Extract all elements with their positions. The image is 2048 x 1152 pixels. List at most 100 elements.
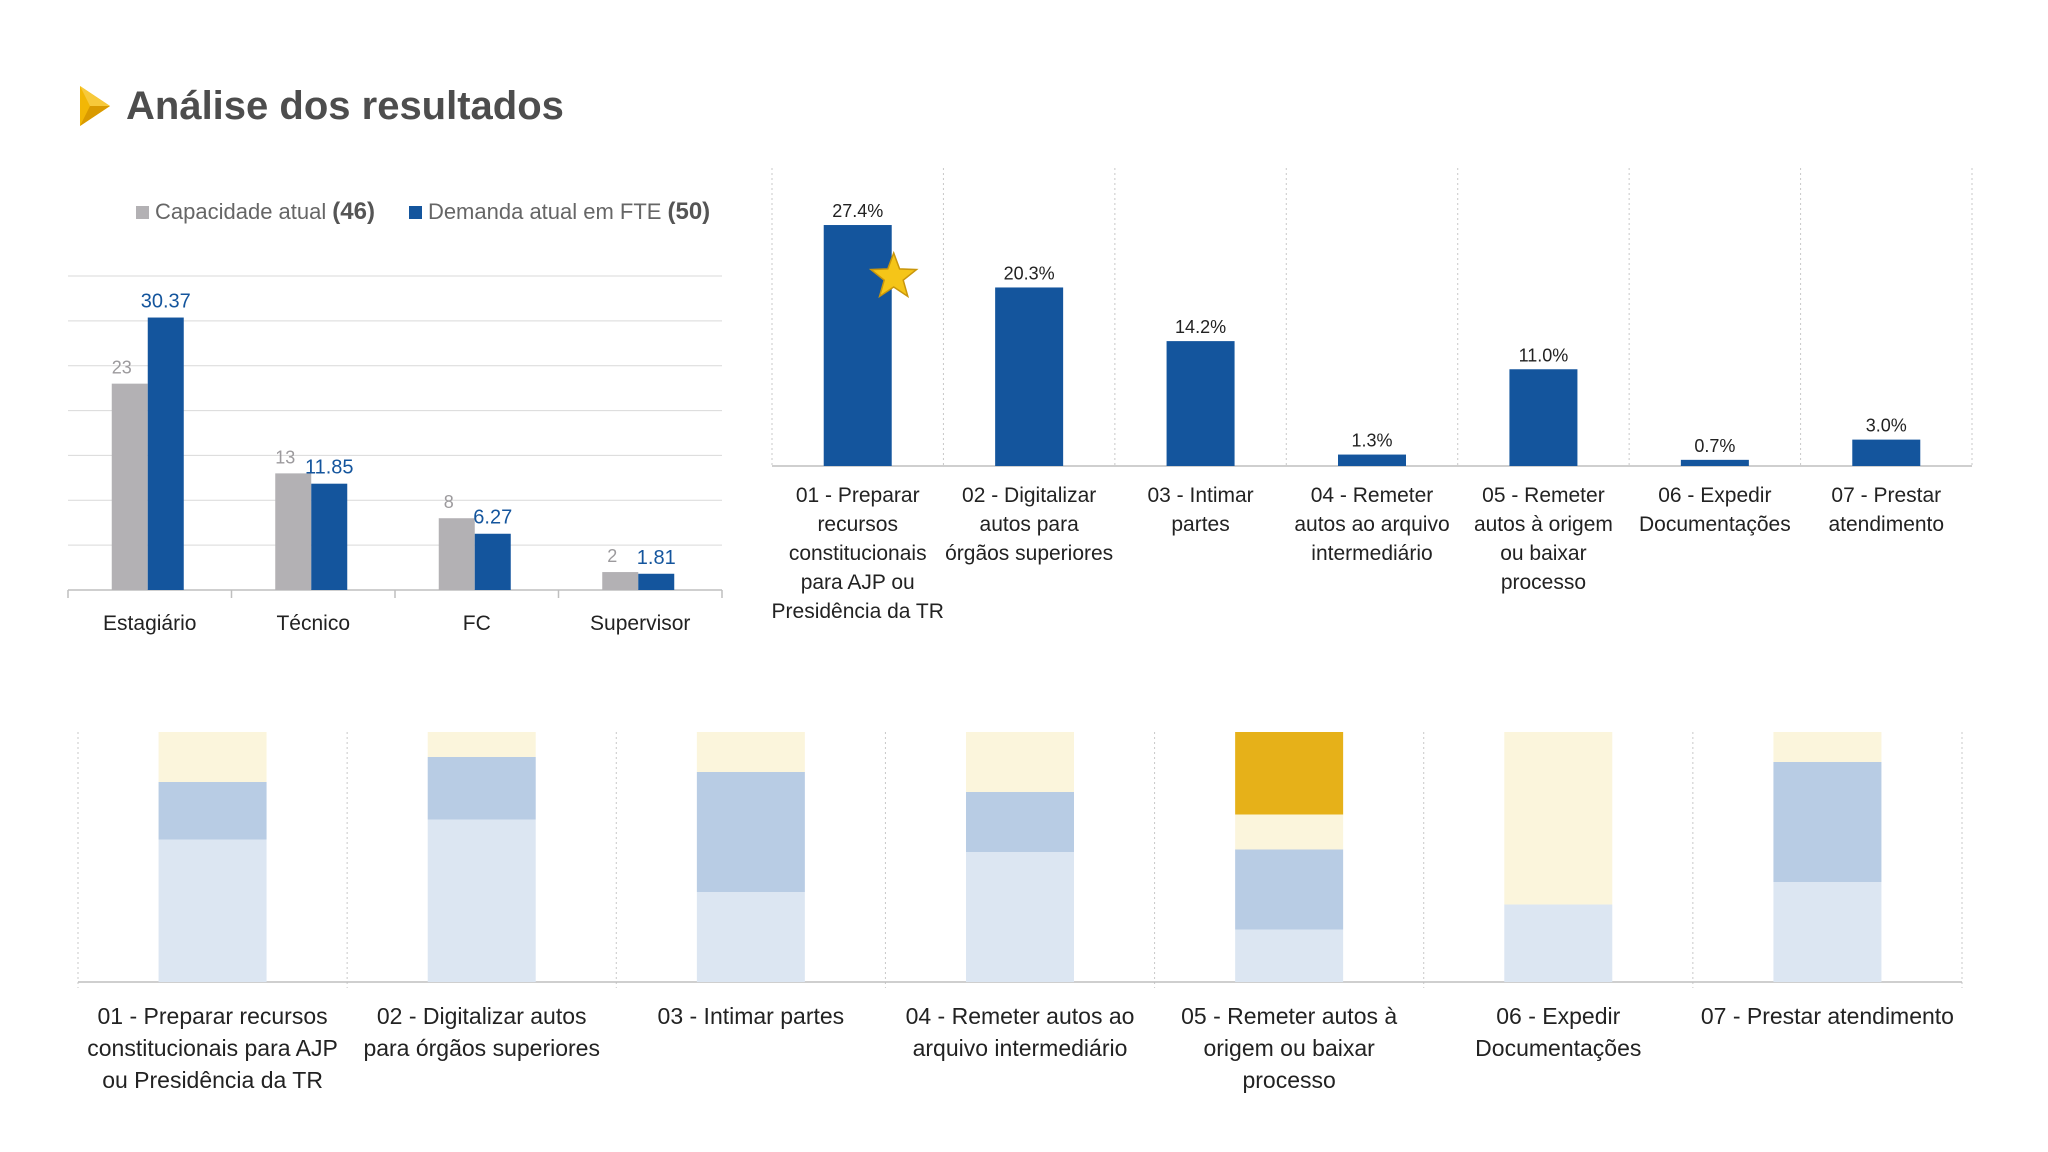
data-label-demand: 30.37	[141, 291, 191, 313]
legend-swatch-capacity	[136, 205, 149, 219]
stacked-segment-1	[427, 819, 536, 982]
data-label-capacity: 23	[112, 358, 132, 378]
data-label: 14.2%	[1175, 317, 1226, 337]
x-tick-label: 04 - Remeter autos ao arquivo intermediári…	[1294, 484, 1449, 565]
x-tick-label-line: autos ao arquivo	[1294, 513, 1449, 536]
x-tick-label-line: arquivo intermediário	[913, 1035, 1128, 1061]
x-tick-label-line: Presidência da TR	[772, 600, 944, 623]
x-tick-label-line: para órgãos superiores	[363, 1035, 600, 1061]
bar	[1509, 369, 1578, 466]
x-tick-label: 05 - Remeter autos à origem ou baixar proc…	[1181, 1003, 1397, 1093]
x-tick-label-line: para AJP ou	[801, 571, 915, 594]
legend-item-capacity: Capacidade atual (46)	[136, 198, 375, 226]
x-tick-label-line: autos para	[980, 513, 1080, 536]
x-tick-label-line: 03 - Intimar	[1147, 484, 1253, 507]
stacked-segment-2	[696, 772, 805, 892]
x-tick-label: 03 - Intimar partes	[658, 1003, 845, 1029]
x-tick-label-line: 03 - Intimar partes	[658, 1003, 845, 1029]
x-tick-label: 05 - Remeter autos à origem ou baixar proce…	[1474, 484, 1613, 594]
data-label: 20.3%	[1004, 263, 1055, 283]
bar-capacity	[438, 518, 475, 590]
x-tick-label-line: 04 - Remeter	[1311, 484, 1434, 507]
stacked-segment-3	[696, 732, 805, 772]
bar	[995, 287, 1064, 466]
stacked-segment-2	[158, 782, 267, 840]
stacked-segment-1	[158, 839, 267, 982]
stacked-segment-3	[158, 732, 267, 782]
x-tick-label: 06 - Expedir Documentações	[1639, 484, 1791, 536]
x-tick-label: FC	[463, 612, 491, 635]
legend-label-capacity: Capacidade atual	[155, 199, 327, 224]
x-tick-label-line: ou baixar	[1500, 542, 1586, 565]
legend-swatch-demand	[408, 205, 422, 219]
x-tick-label-line: atendimento	[1828, 513, 1944, 536]
x-tick-label: 02 - Digitalizar autos para órgãos superi…	[363, 1003, 600, 1061]
x-tick-label-line: 01 - Preparar recursos	[98, 1003, 328, 1029]
x-tick-label: 02 - Digitalizar autos para órgãos superio…	[945, 484, 1113, 565]
x-tick-label-line: Documentações	[1639, 513, 1791, 536]
bar	[1852, 439, 1921, 466]
bar-capacity	[602, 572, 639, 590]
legend-label-demand: Demanda atual em FTE	[427, 199, 662, 224]
stacked-segment-3	[427, 732, 536, 757]
page-title: Análise dos resultados	[126, 83, 564, 128]
stacked-segment-3	[1773, 732, 1882, 762]
x-tick-label: 04 - Remeter autos ao arquivo intermediár…	[906, 1003, 1135, 1061]
stacked-segment-1	[1773, 882, 1882, 982]
stacked-segment-2	[966, 792, 1074, 852]
bar-demand	[311, 483, 348, 590]
bar	[1680, 459, 1749, 466]
stacked-segment-3	[1504, 732, 1613, 905]
fte-comparison-chart: 23 30.37 Estagiário 13 11.85 Técnico 8 6.27 FC 2 1…	[67, 275, 723, 635]
x-tick-label: 07 - Prestar atendimento	[1701, 1003, 1954, 1029]
x-tick-label: Estagiário	[103, 612, 196, 635]
x-tick-label-line: constitucionais para AJP	[87, 1035, 338, 1061]
data-label-capacity: 2	[607, 546, 617, 566]
data-label-demand: 11.85	[305, 457, 354, 479]
bar	[1338, 454, 1406, 466]
stacked-segment-2	[427, 757, 536, 820]
x-tick-label-line: 07 - Prestar	[1831, 484, 1941, 507]
x-tick-label: 03 - Intimar partes	[1147, 484, 1253, 536]
x-tick-label-line: Documentações	[1475, 1035, 1641, 1061]
stacked-segment-1	[966, 852, 1074, 982]
x-tick-label-line: 02 - Digitalizar	[962, 484, 1096, 507]
x-tick-label-line: processo	[1242, 1067, 1335, 1093]
stacked-segment-1	[696, 892, 805, 982]
x-tick-label-line: 01 - Preparar	[796, 484, 920, 507]
play-arrow-icon	[80, 86, 110, 126]
x-tick-label-line: 07 - Prestar atendimento	[1701, 1003, 1954, 1029]
data-label-demand: 1.81	[637, 547, 676, 569]
x-tick-label-line: intermediário	[1311, 542, 1432, 565]
stacked-segment-2	[1773, 762, 1882, 882]
bar-demand	[474, 533, 511, 590]
data-label: 11.0%	[1519, 345, 1569, 365]
bar	[823, 225, 892, 466]
bar	[1166, 341, 1235, 466]
star-icon	[868, 250, 919, 299]
data-label: 27.4%	[832, 201, 883, 221]
stacked-segment-4	[1235, 732, 1344, 815]
bar-demand	[147, 317, 184, 590]
x-tick-label-line: 02 - Digitalizar autos	[377, 1003, 587, 1029]
bar-capacity	[111, 383, 148, 590]
stacked-segment-1	[1235, 929, 1344, 982]
x-tick-label-line: 06 - Expedir	[1658, 484, 1771, 507]
legend-item-demand: Demanda atual em FTE (50)	[408, 198, 711, 226]
x-tick-label-line: órgãos superiores	[945, 542, 1113, 565]
x-tick-label-line: processo	[1501, 571, 1586, 594]
x-tick-label-line: partes	[1171, 513, 1229, 536]
data-label-capacity: 8	[444, 492, 454, 512]
x-tick-label-line: 05 - Remeter autos à	[1181, 1003, 1397, 1029]
data-label: 1.3%	[1351, 431, 1392, 451]
x-tick-label: Técnico	[276, 612, 350, 635]
activity-share-chart: 27.4% 01 - Preparar recursos constitucionai…	[771, 168, 1973, 623]
x-tick-label: 06 - Expedir Documentações	[1475, 1003, 1641, 1061]
stacked-segment-3	[1235, 814, 1344, 850]
data-label-demand: 6.27	[473, 507, 512, 529]
legend-total-demand: (50)	[667, 198, 711, 225]
x-tick-label-line: ou Presidência da TR	[102, 1067, 323, 1093]
data-label: 0.7%	[1694, 436, 1735, 456]
x-tick-label-line: 05 - Remeter	[1482, 484, 1605, 507]
page-title-block: Análise dos resultados	[76, 78, 564, 134]
